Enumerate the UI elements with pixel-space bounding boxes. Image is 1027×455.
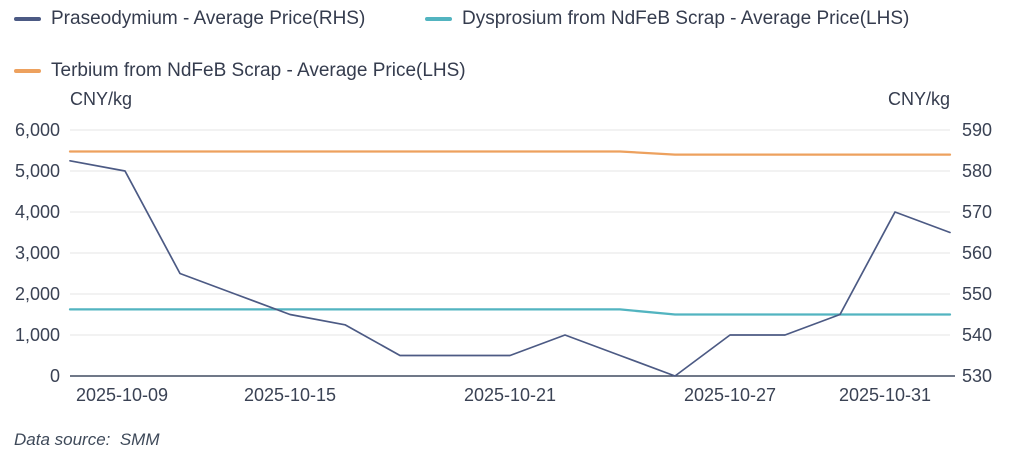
y-axis-tick-left: 6,000 <box>14 120 60 140</box>
y-axis-tick-left: 4,000 <box>14 202 60 222</box>
y-axis-tick-right: 580 <box>962 161 993 181</box>
legend-label: Terbium from NdFeB Scrap - Average Price… <box>51 60 466 81</box>
y-axis-tick-right: 550 <box>962 284 993 304</box>
series-line-0 <box>69 159 951 377</box>
y-axis-tick-right: 590 <box>962 120 993 140</box>
y-axis-tick-right: 540 <box>962 325 993 345</box>
y-axis-tick-right: 530 <box>962 366 993 386</box>
y-axis-tick-left: 3,000 <box>14 243 60 263</box>
x-axis-tick: 2025-10-15 <box>243 385 337 405</box>
legend-line-swatch-terbium <box>14 69 41 73</box>
x-axis-tick: 2025-10-31 <box>838 385 932 405</box>
legend-item-praseodymium[interactable]: Praseodymium - Average Price(RHS) <box>14 8 365 30</box>
series-line-2 <box>68 150 952 156</box>
legend-label: Dysprosium from NdFeB Scrap - Average Pr… <box>462 8 910 29</box>
y-axis-tick-right: 570 <box>962 202 993 222</box>
x-axis-tick: 2025-10-27 <box>683 385 777 405</box>
legend-line-swatch-dysprosium <box>425 17 452 21</box>
right-axis-unit: CNY/kg <box>887 89 950 109</box>
y-axis-tick-right: 560 <box>962 243 993 263</box>
y-axis-tick-left: 1,000 <box>14 325 60 345</box>
legend-line-swatch-praseodymium <box>14 17 41 21</box>
series-line-1 <box>68 308 952 316</box>
legend-item-terbium[interactable]: Terbium from NdFeB Scrap - Average Price… <box>14 60 466 82</box>
y-axis-tick-left: 0 <box>49 366 60 386</box>
legend-label: Praseodymium - Average Price(RHS) <box>51 8 366 29</box>
y-axis-tick-left: 5,000 <box>14 161 60 181</box>
left-axis-unit: CNY/kg <box>70 89 133 109</box>
y-axis-tick-left: 2,000 <box>14 284 60 304</box>
legend-item-dysprosium[interactable]: Dysprosium from NdFeB Scrap - Average Pr… <box>425 8 909 30</box>
x-axis-tick: 2025-10-21 <box>463 385 557 405</box>
data-source-note: Data source: SMM <box>14 430 160 449</box>
x-axis-tick: 2025-10-09 <box>75 385 169 405</box>
